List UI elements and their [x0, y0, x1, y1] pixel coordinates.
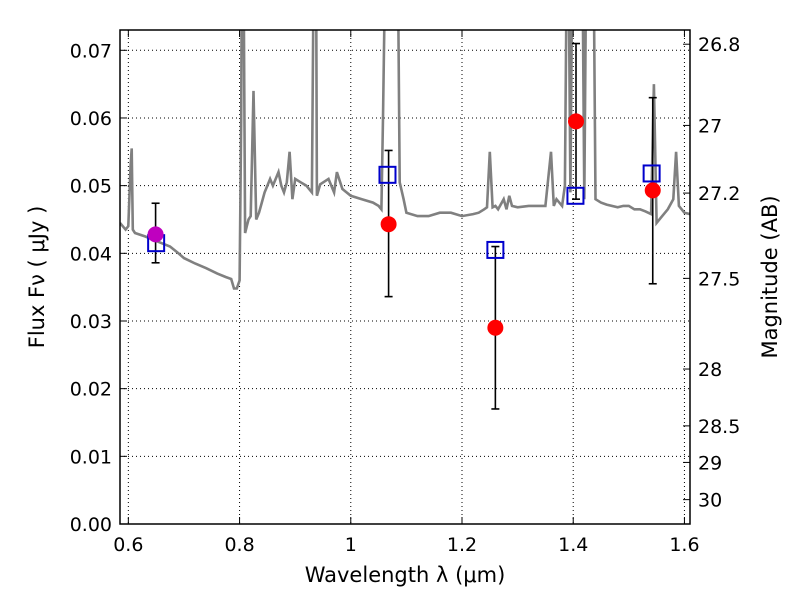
y2-tick-label: 27.5 — [698, 268, 740, 290]
y2-tick-label: 28 — [698, 359, 722, 381]
y2-tick-label: 27.2 — [698, 183, 740, 205]
model-photometry-points — [147, 164, 661, 259]
y2-tick-label: 29 — [698, 452, 722, 474]
model-photometry-point — [566, 186, 585, 205]
y-tick-label: 0.00 — [70, 514, 112, 536]
x-tick-label: 1 — [345, 534, 357, 556]
observed-point — [147, 226, 164, 243]
model-photometry-point — [378, 165, 397, 184]
observed-point — [487, 319, 504, 336]
y2-tick-label: 28.5 — [698, 416, 740, 438]
y-tick-label: 0.06 — [70, 108, 112, 130]
y-tick-label: 0.01 — [70, 446, 112, 468]
y2-tick-label: 27 — [698, 115, 722, 137]
y2-axis-label: Magnitude (AB) — [758, 195, 782, 358]
y-tick-label: 0.04 — [70, 243, 112, 265]
x-axis-label: Wavelength λ (μm) — [305, 563, 506, 587]
plot-background — [120, 30, 690, 524]
observed-points — [147, 113, 661, 336]
observed-point — [380, 216, 397, 233]
x-tick-label: 0.8 — [224, 534, 254, 556]
y-axis-label: Flux Fν ( μJy ) — [25, 206, 49, 349]
observed-point — [568, 113, 584, 130]
y-tick-label: 0.07 — [70, 40, 112, 62]
observed-point — [644, 182, 661, 199]
model-photometry-point — [486, 240, 505, 259]
y-tick-label: 0.03 — [70, 311, 112, 333]
x-tick-label: 0.6 — [113, 534, 143, 556]
plot-frame — [119, 29, 691, 525]
x-tick-label: 1.2 — [447, 534, 477, 556]
y-tick-label: 0.02 — [70, 379, 112, 401]
model-spectrum-line — [120, 30, 690, 290]
axis-ticks: 0.6 0.8 1 1.2 1.4 1.6 0.00 0.01 0.02 0.03 0.04 0.05… — [70, 30, 740, 556]
model-photometry-point — [642, 164, 661, 183]
x-tick-label: 1.4 — [558, 534, 588, 556]
y2-tick-label: 26.8 — [698, 34, 740, 56]
x-tick-label: 1.6 — [669, 534, 699, 556]
y-tick-label: 0.05 — [70, 176, 112, 198]
y2-tick-label: 30 — [698, 490, 722, 512]
